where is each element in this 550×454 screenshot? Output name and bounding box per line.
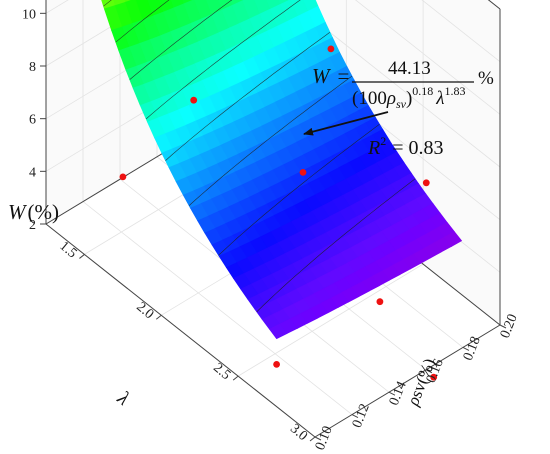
data-point xyxy=(327,45,335,53)
formula-numerator: 44.13 xyxy=(388,58,431,79)
y-tick xyxy=(351,414,359,419)
x-tick xyxy=(232,375,239,381)
z-axis-label: W(%) xyxy=(8,200,59,224)
data-point xyxy=(190,96,198,104)
data-point xyxy=(422,179,430,187)
x-tick-label: 3.0 xyxy=(287,421,310,444)
surface-contour xyxy=(165,32,331,161)
surface-contour xyxy=(115,0,170,43)
y-tick-label: 0.18 xyxy=(461,335,484,363)
r-squared-annotation: R2 = 0.83 xyxy=(367,134,444,159)
surface-contour xyxy=(145,0,301,120)
data-point xyxy=(299,169,307,176)
z-gridline xyxy=(45,0,501,115)
formula-unit: % xyxy=(478,68,494,89)
z-tick-label: 6 xyxy=(29,113,36,128)
y-tick xyxy=(425,369,433,374)
surface-contour xyxy=(218,123,380,256)
x-tick-label: 1.5 xyxy=(56,239,79,262)
surface-contour xyxy=(256,178,416,313)
data-point xyxy=(430,373,438,381)
svg-text:W=: W = xyxy=(312,64,349,88)
surface-contour xyxy=(188,75,353,206)
surface-patch xyxy=(268,323,288,340)
y-tick xyxy=(499,324,507,329)
y-tick-label: 0.10 xyxy=(313,424,336,452)
z-tick-label: 2 xyxy=(29,218,36,233)
x-tick xyxy=(79,254,85,259)
frame-edge xyxy=(314,324,501,438)
data-point xyxy=(119,173,127,181)
x-axis-label: λ xyxy=(113,387,134,410)
data-point xyxy=(376,298,384,306)
x-tick-label: 2.0 xyxy=(133,300,156,323)
data-point xyxy=(273,361,280,368)
data-points xyxy=(119,45,438,381)
x-tick-label: 2.5 xyxy=(210,360,233,383)
formula-annotation: W = 44.13 (100ρsv)0.18 λ1.83 % xyxy=(303,58,494,136)
z-gridline xyxy=(45,0,501,168)
y-tick xyxy=(462,346,470,351)
z-tick-label: 4 xyxy=(29,165,36,180)
front-frame xyxy=(45,223,501,438)
y-tick-label: 0.12 xyxy=(350,402,373,430)
surface-contour xyxy=(129,0,233,80)
fitted-surface xyxy=(101,0,463,340)
frame-edge xyxy=(45,223,316,438)
x-tick xyxy=(309,436,316,442)
formula-arrow xyxy=(303,111,389,136)
x-tick xyxy=(155,314,162,320)
y-tick xyxy=(314,436,322,441)
y-tick-label: 0.20 xyxy=(498,312,521,340)
z-tick-label: 10 xyxy=(22,7,36,22)
y-tick xyxy=(388,391,396,396)
formula-denominator: (100ρsv)0.18 λ1.83 xyxy=(352,84,466,111)
z-tick-label: 8 xyxy=(29,60,36,75)
